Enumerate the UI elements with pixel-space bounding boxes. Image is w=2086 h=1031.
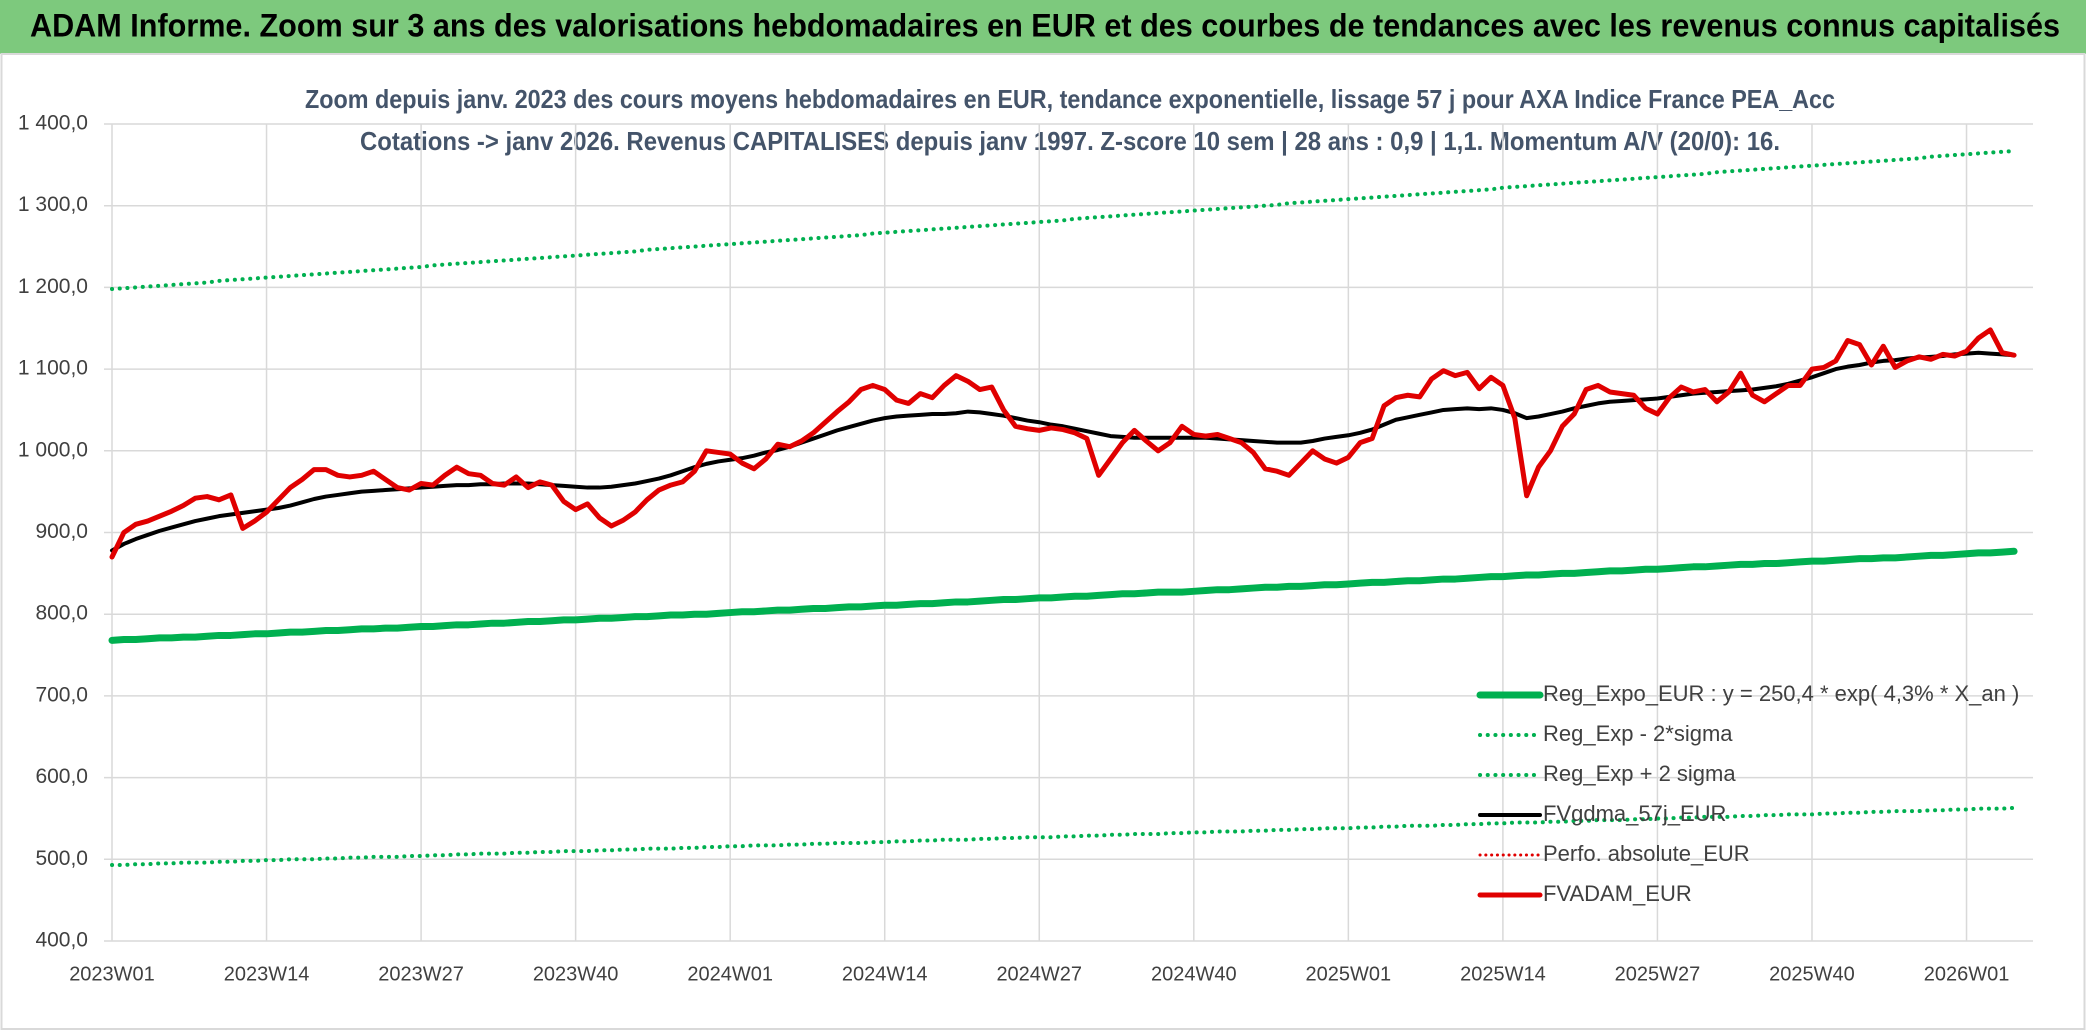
- series-line: [109, 327, 2017, 560]
- x-tick-label: 2023W40: [533, 963, 619, 985]
- y-tick-label: 400,0: [35, 929, 88, 952]
- y-tick-label: 900,0: [35, 520, 88, 543]
- legend-label: Perfo. absolute_EUR: [1543, 841, 1750, 866]
- y-tick-label: 1 100,0: [18, 357, 88, 380]
- series-line: [110, 148, 2017, 292]
- y-tick-label: 1 300,0: [18, 193, 88, 216]
- x-tick-label: 2024W14: [842, 963, 928, 985]
- legend-label: FVADAM_EUR: [1543, 881, 1692, 906]
- x-tick-label: 2025W40: [1769, 963, 1855, 985]
- y-tick-label: 1 400,0: [18, 112, 88, 135]
- y-tick-label: 600,0: [35, 765, 88, 788]
- y-tick-label: 1 200,0: [18, 275, 88, 298]
- chart-frame: [0, 53, 2086, 1030]
- legend-label: Reg_Expo_EUR : y = 250,4 * exp( 4,3% * X…: [1543, 681, 2019, 706]
- x-tick-label: 2025W14: [1460, 963, 1546, 985]
- x-tick-label: 2023W01: [69, 963, 155, 985]
- x-tick-label: 2025W27: [1615, 963, 1701, 985]
- y-tick-label: 700,0: [35, 683, 88, 706]
- y-tick-label: 800,0: [35, 602, 88, 625]
- x-tick-label: 2025W01: [1306, 963, 1392, 985]
- x-tick-label: 2023W27: [378, 963, 464, 985]
- x-tick-label: 2023W14: [224, 963, 310, 985]
- series-line: [110, 805, 2017, 868]
- y-tick-label: 1 000,0: [18, 438, 88, 461]
- x-tick-label: 2026W01: [1924, 963, 2010, 985]
- legend-label: Reg_Exp - 2*sigma: [1543, 721, 1733, 746]
- x-tick-label: 2024W27: [996, 963, 1082, 985]
- chart-subtitle: Cotations -> janv 2026. Revenus CAPITALI…: [360, 126, 1780, 156]
- x-tick-label: 2024W01: [687, 963, 773, 985]
- chart-title: Zoom depuis janv. 2023 des cours moyens …: [305, 84, 1835, 114]
- legend-label: Reg_Exp + 2 sigma: [1543, 761, 1736, 786]
- series-line: [108, 547, 2018, 644]
- legend-label: FVgdma_57j_EUR: [1543, 801, 1726, 826]
- page-title: ADAM Informe. Zoom sur 3 ans des valoris…: [30, 7, 2060, 43]
- x-tick-label: 2024W40: [1151, 963, 1237, 985]
- y-tick-label: 500,0: [35, 847, 88, 870]
- header-band: [0, 0, 2086, 54]
